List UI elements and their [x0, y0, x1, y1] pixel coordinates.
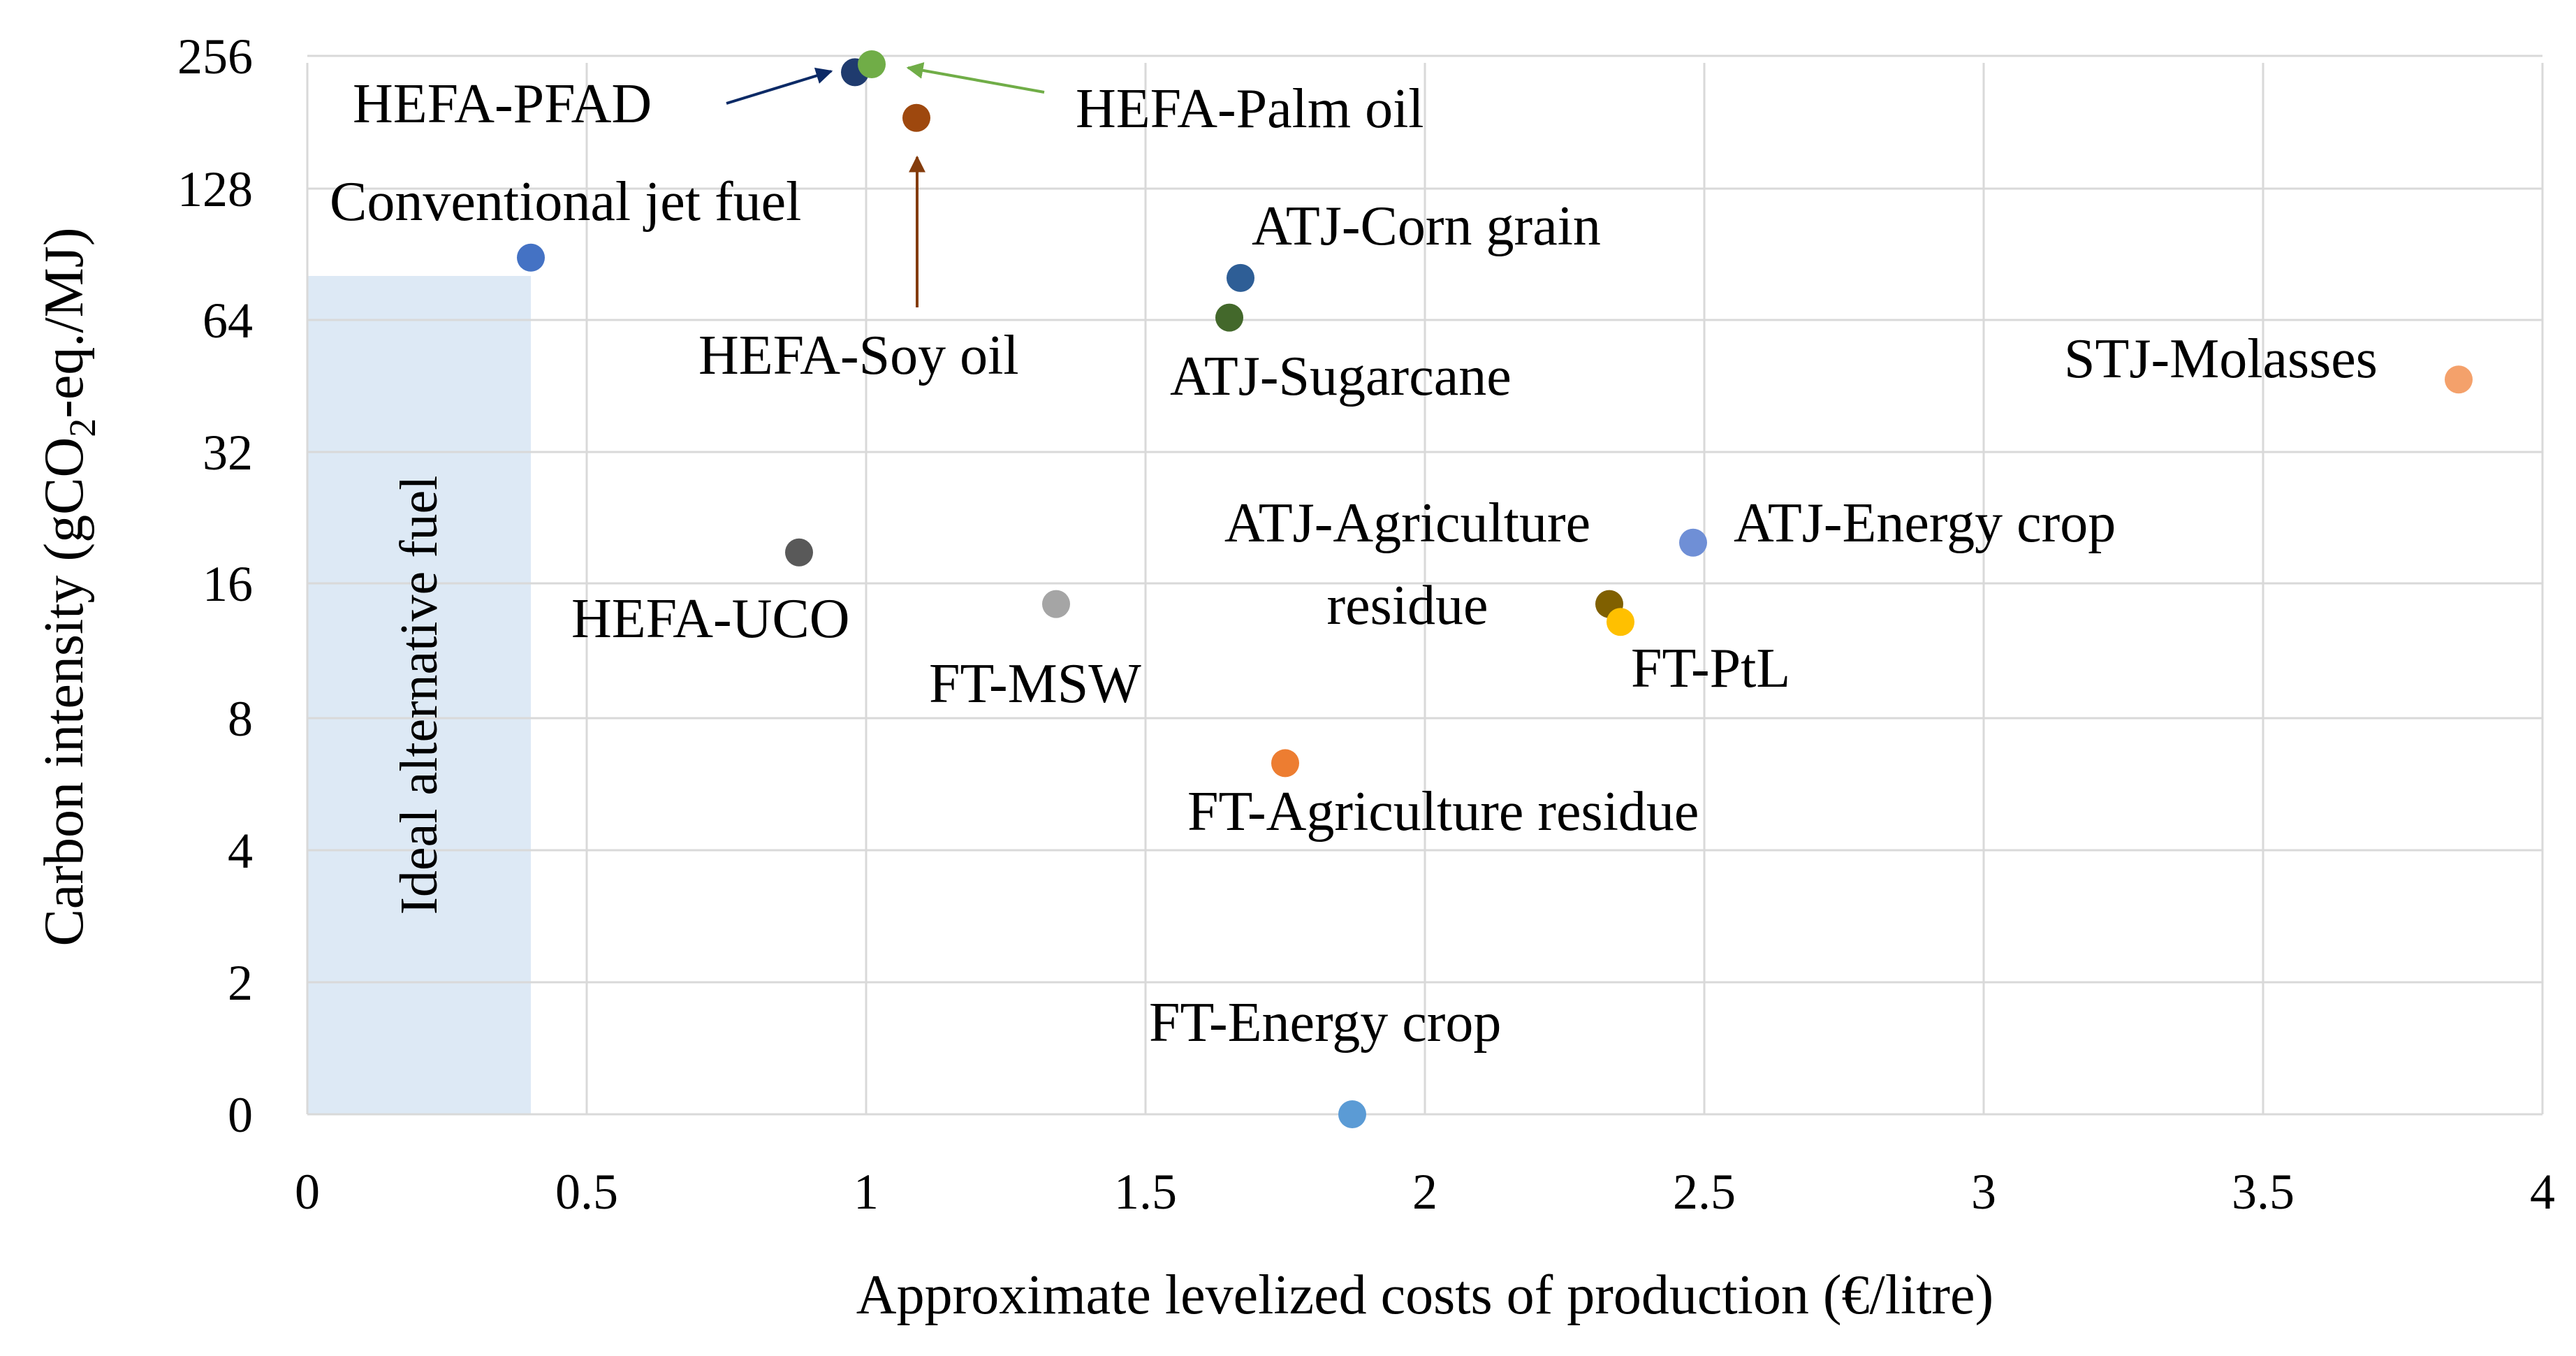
x-tick-label: 1	[854, 1164, 879, 1220]
y-tick-label: 32	[203, 425, 253, 481]
data-point	[1338, 1100, 1366, 1128]
data-point	[1215, 303, 1243, 332]
point-label: FT-Agriculture residue	[1187, 781, 1699, 843]
x-tick-label: 2	[1412, 1164, 1437, 1220]
y-tick-label: 4	[228, 823, 253, 879]
point-label: HEFA-Soy oil	[698, 325, 1019, 386]
x-tick-label: 2.5	[1673, 1164, 1736, 1220]
y-tick-label: 64	[203, 293, 253, 349]
ideal-region-box	[307, 276, 531, 1114]
x-tick-label: 0	[295, 1164, 320, 1220]
x-tick-label: 0.5	[555, 1164, 618, 1220]
x-tick-label: 3.5	[2232, 1164, 2295, 1220]
point-label: Conventional jet fuel	[330, 171, 801, 233]
point-label: FT-Energy crop	[1149, 992, 1501, 1054]
data-point	[517, 243, 545, 272]
point-arrow	[906, 62, 1045, 94]
x-axis-title: Approximate levelized costs of productio…	[856, 1264, 1993, 1326]
point-label: ATJ-Agriculture residue	[1224, 493, 1590, 636]
data-point	[2445, 365, 2473, 394]
y-axis-title: Carbon intensity (gCO2-eq./MJ)	[34, 227, 103, 946]
data-point	[1679, 528, 1707, 557]
point-arrow	[726, 67, 833, 105]
x-tick-label: 4	[2530, 1164, 2555, 1220]
point-label: FT-PtL	[1631, 638, 1790, 699]
data-point	[902, 103, 930, 132]
data-point	[858, 50, 886, 79]
point-label: ATJ-Sugarcane	[1170, 346, 1512, 407]
data-point	[1042, 590, 1070, 618]
data-point	[785, 538, 813, 567]
y-tick-label: 0	[228, 1087, 253, 1143]
x-tick-label: 3	[1971, 1164, 1996, 1220]
ideal-region-label: Ideal alternative fuel	[390, 476, 448, 915]
point-label: STJ-Molasses	[2064, 328, 2378, 390]
point-label: HEFA-UCO	[571, 588, 850, 650]
data-point	[1227, 263, 1254, 292]
point-label: HEFA-Palm oil	[1076, 78, 1424, 140]
y-tick-label: 256	[177, 29, 253, 85]
x-tick-label: 1.5	[1114, 1164, 1177, 1220]
y-tick-label: 8	[228, 691, 253, 747]
point-label: ATJ-Energy crop	[1734, 493, 2116, 554]
point-label: ATJ-Corn grain	[1252, 196, 1601, 257]
point-label: FT-MSW	[929, 653, 1141, 715]
point-label: HEFA-PFAD	[353, 73, 652, 135]
data-point	[1271, 749, 1299, 778]
data-point	[1607, 608, 1634, 636]
plot-area: 0 2 4 8 16 32 64 128 256 0 0.5 1 1.5 2 2.5 3 3.5 4 Approxi…	[34, 29, 2555, 1326]
y-tick-label: 16	[203, 556, 253, 612]
y-tick-label: 128	[177, 161, 253, 217]
y-tick-label: 2	[228, 955, 253, 1011]
